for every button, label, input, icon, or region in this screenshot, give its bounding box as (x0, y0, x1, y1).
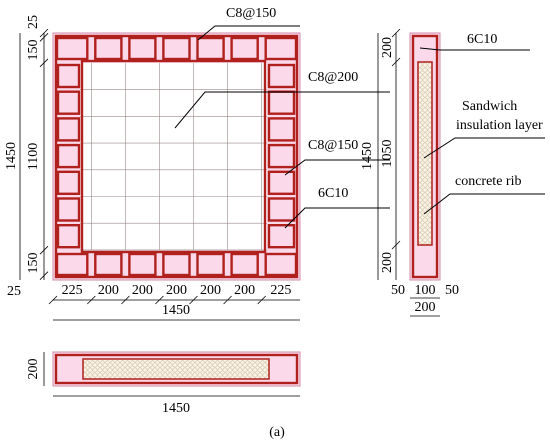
dimension: 1050 (380, 140, 395, 168)
dimension: 25 (7, 284, 21, 299)
dimension-tick (391, 28, 401, 38)
rebar (267, 63, 296, 89)
dimension-lines (19, 33, 440, 397)
insulation (417, 61, 433, 246)
dimension: 1450 (162, 303, 190, 318)
rebar (56, 90, 81, 115)
rebar (267, 117, 296, 142)
rebar (55, 252, 89, 277)
rebar (267, 223, 296, 249)
dimension: 200 (380, 252, 395, 273)
rebar (56, 143, 81, 169)
dimension-tick (121, 295, 130, 305)
dimension: 200 (26, 359, 41, 380)
rebar (230, 36, 259, 61)
dimension-tick (155, 295, 164, 305)
dimension: 200 (132, 283, 153, 298)
dimension: 25 (26, 15, 41, 29)
rebar (162, 36, 191, 61)
dimension: 50 (445, 283, 459, 298)
dimension-tick (391, 57, 401, 67)
dimension-tick (257, 295, 266, 305)
rebar (94, 36, 123, 61)
label: insulation layer (456, 118, 543, 133)
rebar (94, 252, 123, 277)
dimension: 50 (391, 283, 405, 298)
rebar (56, 63, 81, 89)
dimension: 200 (234, 283, 255, 298)
rebar (55, 36, 89, 61)
dimension: 200 (415, 300, 436, 315)
dimension: 225 (270, 283, 291, 298)
dimension: 150 (26, 40, 41, 61)
label: 6C10 (467, 32, 497, 47)
insulation (82, 358, 270, 380)
rebar (267, 197, 296, 222)
label: 6C10 (318, 186, 348, 201)
dimension-tick (39, 28, 49, 38)
label: Sandwich (462, 99, 517, 114)
leaders (174, 25, 545, 229)
dimension: 1450 (4, 142, 19, 170)
rebar (196, 36, 225, 61)
rebar (264, 36, 298, 61)
front-interior (80, 63, 267, 250)
rebar (54, 34, 299, 279)
dimension: 1100 (26, 143, 41, 170)
rebar (230, 252, 259, 277)
dimension: 225 (62, 283, 83, 298)
caption: (a) (269, 425, 285, 440)
rebar (56, 117, 81, 142)
dimension-tick (39, 271, 49, 280)
dimension-tick (48, 295, 58, 305)
label: C8@150 (226, 6, 276, 21)
rebar (54, 34, 299, 279)
rebar (56, 170, 81, 196)
dimension: 200 (200, 283, 221, 298)
label: C8@200 (308, 70, 358, 85)
label: concrete rib (455, 174, 521, 189)
dimension: 200 (98, 283, 119, 298)
interior-grid (80, 63, 267, 251)
label: C8@150 (308, 138, 358, 153)
rebar (80, 59, 267, 254)
dimension-tick (223, 295, 232, 305)
rebar (267, 143, 296, 169)
rebar (267, 170, 296, 196)
dimension-tick (39, 245, 49, 255)
rebar (264, 252, 298, 277)
rebar (162, 252, 191, 277)
rebar (128, 36, 157, 61)
bottom-rebar (54, 353, 299, 385)
dimension: 200 (166, 283, 187, 298)
dimension: 100 (415, 283, 436, 298)
dimension-tick (391, 240, 401, 250)
dimension: 200 (380, 37, 395, 58)
dimension-tick (39, 33, 49, 42)
dimension-tick (189, 295, 198, 305)
side-rebar (411, 34, 439, 279)
dimension: 1450 (162, 401, 190, 416)
rebar (56, 197, 81, 222)
rebar (56, 223, 81, 249)
rebar (128, 252, 157, 277)
dimension-tick (39, 58, 49, 68)
dimension: 150 (26, 252, 41, 273)
dimension: 1450 (360, 142, 375, 170)
rebar (196, 252, 225, 277)
dimension-tick (87, 295, 96, 305)
